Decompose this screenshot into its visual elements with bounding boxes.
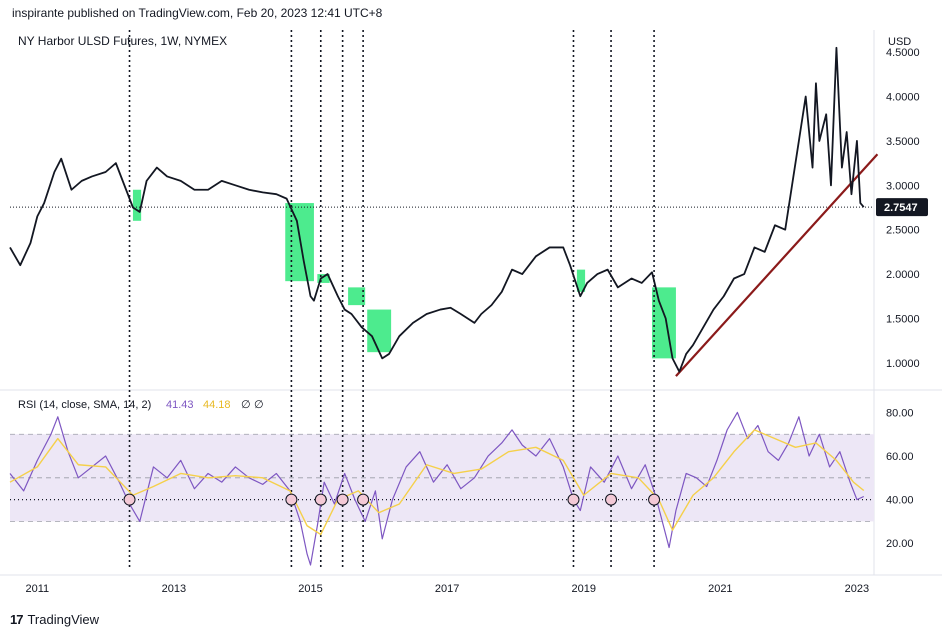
trendline: [675, 153, 879, 377]
price-tick-label: 2.0000: [886, 269, 920, 281]
highlight-box-3: [348, 287, 366, 306]
rsi-signal-marker-6: [605, 493, 618, 506]
highlight-box-6: [652, 287, 676, 359]
highlight-box-5: [576, 269, 586, 292]
tradingview-logo[interactable]: 17 TradingView: [10, 612, 99, 627]
time-tick-label: 2019: [571, 583, 595, 595]
tradingview-brand: TradingView: [27, 612, 100, 627]
rsi-signal-marker-2: [314, 493, 327, 506]
time-tick-label: 2017: [435, 583, 459, 595]
price-tick-label: 4.5000: [886, 47, 920, 59]
price-tick-label: 4.0000: [886, 92, 920, 104]
time-tick-label: 2021: [708, 583, 732, 595]
rsi-signal-marker-1: [285, 493, 298, 506]
rsi-signal-marker-5: [567, 493, 580, 506]
rsi-series-line: [9, 411, 865, 566]
last-price-tag: [876, 198, 928, 217]
price-chart-title: NY Harbor ULSD Futures, 1W, NYMEX: [18, 34, 227, 48]
time-tick-label: 2011: [25, 583, 49, 595]
rsi-sma-legend-value: 44.18: [203, 399, 231, 411]
publish-header: inspirante published on TradingView.com,…: [12, 6, 383, 20]
rsi-legend-empty-2: ∅: [254, 399, 264, 411]
price-tick-label: 3.0000: [886, 180, 920, 192]
price-axis-unit: USD: [888, 36, 911, 48]
last-price-tag-label: 2.7547: [884, 202, 918, 214]
rsi-panel: RSI (14, close, SMA, 14, 2) 41.43 44.18 …: [18, 399, 264, 411]
rsi-signal-marker-4: [357, 493, 370, 506]
time-tick-label: 2013: [162, 583, 186, 595]
price-tick-label: 3.5000: [886, 136, 920, 148]
time-tick-label: 2023: [845, 583, 869, 595]
price-tick-label: 1.0000: [886, 358, 920, 370]
rsi-tick-label: 40.00: [886, 495, 914, 507]
rsi-legend-title: RSI (14, close, SMA, 14, 2): [18, 399, 151, 411]
rsi-signal-marker-0: [123, 493, 136, 506]
price-series-line: [9, 46, 865, 373]
rsi-legend-value: 41.43: [166, 399, 194, 411]
highlight-box-2: [317, 274, 330, 283]
rsi-signal-marker-7: [648, 493, 661, 506]
highlight-box-4: [367, 309, 392, 353]
price-tick-label: 1.5000: [886, 313, 920, 325]
time-tick-label: 2015: [298, 583, 322, 595]
rsi-signal-marker-3: [336, 493, 349, 506]
rsi-tick-label: 60.00: [886, 451, 914, 463]
price-panel: NY Harbor ULSD Futures, 1W, NYMEX USD: [18, 34, 911, 48]
price-tick-label: 2.5000: [886, 225, 920, 237]
highlight-box-0: [132, 189, 142, 221]
rsi-legend-empty-1: ∅: [241, 399, 251, 411]
rsi-tick-label: 80.00: [886, 407, 914, 419]
rsi-tick-label: 20.00: [886, 538, 914, 550]
rsi-sma-series-line: [9, 429, 865, 536]
tradingview-logo-icon: 17: [10, 612, 24, 627]
